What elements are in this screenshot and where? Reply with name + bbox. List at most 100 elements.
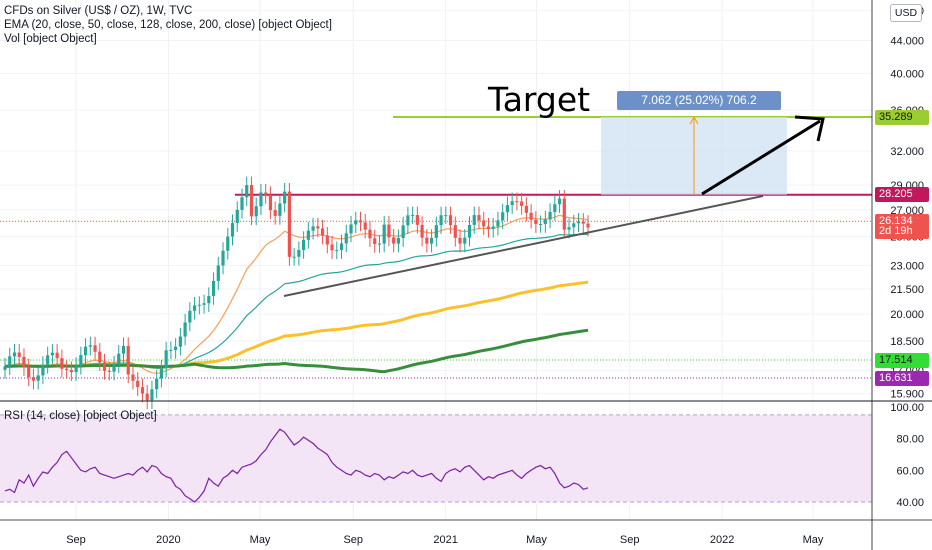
- candle-body: [93, 345, 97, 352]
- candle-body: [278, 203, 282, 216]
- candle-body: [31, 377, 36, 381]
- candle-body: [112, 364, 116, 372]
- candle-body: [411, 215, 415, 217]
- candle-body: [102, 362, 107, 371]
- ema-lines: [4, 214, 589, 374]
- candle-body: [539, 224, 543, 226]
- y-tick-label: 40.000: [890, 69, 924, 81]
- y-tick-label: 23.000: [890, 261, 924, 273]
- y-tick-label: 18.500: [890, 336, 924, 348]
- candle-body: [292, 256, 296, 258]
- candle-body: [264, 192, 268, 195]
- candle-body: [567, 227, 571, 230]
- candle-body: [192, 305, 197, 311]
- candle-body: [126, 345, 130, 375]
- candle-body: [249, 185, 254, 217]
- candle-body: [311, 226, 315, 231]
- candle-body: [107, 370, 111, 372]
- candle-body: [444, 215, 448, 217]
- chart-title: CFDs on Silver (US$ / OZ), 1W, TVC: [4, 5, 193, 17]
- candle-body: [211, 280, 216, 296]
- candle-body: [529, 212, 533, 220]
- candle-body: [434, 225, 438, 238]
- candle-body: [505, 205, 510, 213]
- candle-body: [60, 358, 64, 369]
- candle-body: [268, 194, 273, 211]
- rsi-y-tick-label: 80.00: [896, 434, 924, 446]
- candle-body: [216, 265, 220, 281]
- candle-body: [482, 220, 486, 227]
- candle-body: [396, 238, 401, 244]
- price-tag: 28.205: [875, 187, 929, 203]
- candle-body: [207, 295, 211, 304]
- ema-128-line: [4, 280, 589, 369]
- candle-body: [586, 223, 590, 228]
- candle-body: [406, 215, 410, 226]
- candle-body: [131, 374, 135, 381]
- candle-body: [548, 212, 552, 220]
- candle-body: [117, 353, 121, 365]
- candle-body: [520, 201, 524, 206]
- candle-body: [46, 355, 50, 365]
- ema-50-line: [4, 233, 588, 369]
- candle-body: [197, 304, 201, 306]
- rsi-legend: RSI (14, close) [object Object]: [4, 410, 157, 422]
- candle-body: [240, 197, 244, 210]
- candle-body: [401, 225, 405, 239]
- vol-legend: Vol [object Object]: [4, 33, 97, 45]
- candle-body: [254, 206, 258, 217]
- x-tick-label: Sep: [620, 534, 640, 546]
- currency-button[interactable]: USD: [890, 4, 922, 22]
- candle-body: [453, 225, 457, 238]
- support-trendline: [283, 195, 764, 297]
- candle-body: [50, 352, 54, 356]
- candle-body: [510, 201, 514, 206]
- candle-body: [273, 210, 277, 216]
- candle-body: [150, 389, 154, 401]
- x-tick-label: Sep: [343, 534, 363, 546]
- candle-body: [221, 250, 225, 266]
- x-tick-label: Sep: [66, 534, 86, 546]
- candle-body: [27, 367, 31, 378]
- candle-body: [287, 191, 291, 257]
- candle-body: [74, 365, 78, 373]
- price-tag: 35.289: [875, 109, 929, 125]
- candle-body: [302, 239, 306, 251]
- candle-body: [8, 356, 12, 367]
- candle-body: [202, 303, 206, 305]
- candle-body: [88, 345, 92, 347]
- candle-body: [392, 237, 396, 244]
- x-tick-label: May: [803, 534, 824, 546]
- candle-body: [358, 220, 363, 223]
- candle-body: [65, 368, 69, 370]
- candle-body: [69, 369, 73, 373]
- candle-body: [41, 364, 45, 376]
- x-tick-label: May: [526, 534, 547, 546]
- y-tick-label: 21.500: [890, 284, 924, 296]
- candle-body: [581, 221, 585, 224]
- candle-body: [534, 219, 538, 225]
- candle-body: [3, 366, 7, 370]
- candle-body: [339, 243, 344, 251]
- candle-body: [477, 215, 481, 221]
- candle-body: [377, 243, 382, 245]
- rsi-y-tick-label: 60.00: [896, 465, 924, 477]
- drawings: [283, 115, 825, 297]
- candle-body: [245, 185, 249, 198]
- price-tag: 2d 19h: [875, 224, 929, 240]
- candle-body: [188, 310, 192, 323]
- rsi-band: [0, 414, 872, 502]
- candle-body: [463, 237, 467, 244]
- candle-body: [169, 350, 173, 352]
- candle-body: [164, 350, 168, 369]
- candle-body: [22, 356, 26, 368]
- candle-body: [448, 215, 453, 226]
- candle-body: [283, 191, 287, 204]
- candle-body: [382, 224, 386, 244]
- candle-body: [178, 336, 182, 347]
- candle-body: [576, 221, 581, 224]
- candle-body: [79, 355, 83, 366]
- rsi-line: [4, 428, 589, 503]
- candle-body: [439, 215, 443, 226]
